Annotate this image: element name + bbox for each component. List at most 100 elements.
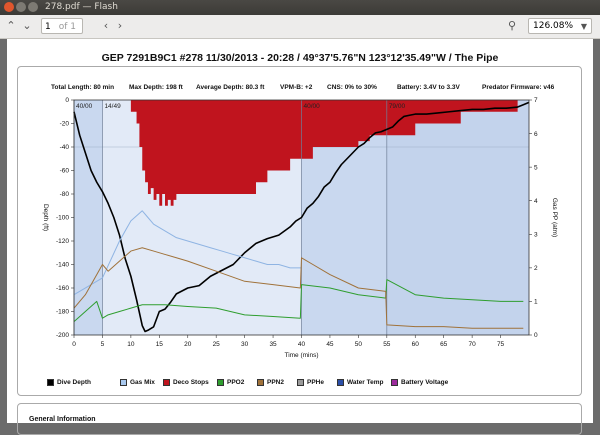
y2-tick-label: 2 <box>534 265 538 272</box>
page-down-icon[interactable]: ⌄ <box>22 19 32 32</box>
gas-switch-label: 79/00 <box>389 103 406 110</box>
gas-switch-label: 40/00 <box>76 103 93 110</box>
y2-tick-label: 5 <box>534 164 538 171</box>
chevron-down-icon: ▼ <box>580 22 587 31</box>
stat-avg-depth: Average Depth: 80.3 ft <box>196 84 265 91</box>
window-title: 278.pdf — Flash <box>45 2 118 12</box>
legend-label: Gas Mix <box>130 379 155 387</box>
legend-item-dive-depth[interactable]: Dive Depth <box>47 379 91 387</box>
gas-segment-bg <box>74 100 103 335</box>
y2-axis-label: Gas PP (atm) <box>551 198 558 237</box>
legend-swatch <box>120 379 127 386</box>
y2-tick-label: 0 <box>534 332 538 339</box>
gas-switch-label: 40/00 <box>304 103 321 110</box>
series-gas-mix <box>73 210 302 296</box>
y-tick-label: -180 <box>56 309 69 316</box>
x-tick-label: 20 <box>184 341 192 348</box>
window-titlebar: 278.pdf — Flash <box>0 0 600 15</box>
legend-swatch <box>47 379 54 386</box>
search-icon[interactable]: ⚲ <box>508 19 517 32</box>
maximize-window-button[interactable] <box>28 2 38 12</box>
viewer-toolbar: ⌃ ⌄ 1 of 1 ‹ › ⚲ 126.08% ▼ <box>0 15 600 39</box>
legend-swatch <box>257 379 264 386</box>
gas-segment-bg <box>386 100 529 335</box>
legend-label: PPO2 <box>227 379 245 387</box>
y-tick-label: -60 <box>60 168 70 175</box>
legend-item-battery-voltage[interactable]: Battery Voltage <box>391 379 448 387</box>
legend-label: Water Temp <box>347 379 384 387</box>
series-ppn2 <box>73 247 524 329</box>
dive-title: GEP 7291B9C1 #278 11/30/2013 - 20:28 / 4… <box>101 52 499 64</box>
general-info-panel <box>17 403 582 435</box>
x-axis-label: Time (mins) <box>284 352 318 359</box>
x-tick-label: 75 <box>497 341 505 348</box>
y2-tick-label: 7 <box>534 97 538 104</box>
legend-item-water-temp[interactable]: Water Temp <box>337 379 383 387</box>
x-tick-label: 15 <box>156 341 164 348</box>
stat-battery: Battery: 3.4V to 3.3V <box>397 84 460 91</box>
legend-label: Deco Stops <box>173 379 209 387</box>
stat-total-length: Total Length: 80 min <box>51 84 115 91</box>
general-info-heading: General Information <box>29 416 96 423</box>
legend-item-pphe[interactable]: PPHe <box>297 379 324 387</box>
x-tick-label: 35 <box>269 341 277 348</box>
legend-swatch <box>163 379 170 386</box>
y-tick-label: -200 <box>56 332 69 339</box>
zoom-select[interactable]: 126.08% ▼ <box>528 18 592 34</box>
legend-item-ppo2[interactable]: PPO2 <box>217 379 244 387</box>
page-number-field[interactable]: 1 of 1 <box>41 18 83 34</box>
back-icon[interactable]: ‹ <box>103 19 109 32</box>
legend-swatch <box>297 379 304 386</box>
page-up-icon[interactable]: ⌃ <box>6 19 16 32</box>
page-count: of 1 <box>58 22 76 32</box>
x-tick-label: 70 <box>469 341 477 348</box>
y-tick-label: -100 <box>56 215 69 222</box>
legend-swatch <box>391 379 398 386</box>
legend-label: Dive Depth <box>57 379 91 387</box>
forward-icon[interactable]: › <box>117 19 123 32</box>
x-tick-label: 0 <box>72 341 76 348</box>
minimize-window-button[interactable] <box>16 2 26 12</box>
page-current: 1 <box>45 22 51 32</box>
x-tick-label: 50 <box>355 341 363 348</box>
chart-panel <box>17 66 582 396</box>
x-tick-label: 25 <box>213 341 221 348</box>
zoom-value: 126.08% <box>533 21 574 31</box>
legend-swatch <box>217 379 224 386</box>
stat-firmware: Predator Firmware: v46 <box>482 84 555 91</box>
series-dive-depth <box>73 101 530 333</box>
stat-max-depth: Max Depth: 198 ft <box>129 84 183 91</box>
x-tick-label: 45 <box>326 341 334 348</box>
legend-item-deco-stops[interactable]: Deco Stops <box>163 379 209 387</box>
y-tick-label: -120 <box>56 238 69 245</box>
y-tick-label: -20 <box>60 121 70 128</box>
x-tick-label: 55 <box>383 341 391 348</box>
legend-item-gas-mix[interactable]: Gas Mix <box>120 379 155 387</box>
x-tick-label: 40 <box>298 341 306 348</box>
deco-stops-area <box>130 100 518 206</box>
x-tick-label: 60 <box>412 341 420 348</box>
y2-tick-label: 3 <box>534 231 538 238</box>
y-tick-label: -160 <box>56 285 69 292</box>
gas-switch-label: 14/49 <box>104 103 121 110</box>
y-tick-label: -80 <box>60 191 70 198</box>
stat-vpm: VPM-B: +2 <box>280 84 313 91</box>
legend-label: PPN2 <box>267 379 284 387</box>
x-tick-label: 10 <box>127 341 135 348</box>
y-tick-label: 0 <box>65 97 69 104</box>
y-tick-label: -40 <box>60 144 70 151</box>
chart-legend: Dive Depth Gas Mix Deco Stops PPO2 PPN2 PPHe W… <box>7 379 593 391</box>
y2-tick-label: 6 <box>534 131 538 138</box>
y2-tick-label: 4 <box>534 198 538 205</box>
x-tick-label: 65 <box>440 341 448 348</box>
y2-tick-label: 1 <box>534 299 538 306</box>
pdf-page: GEP 7291B9C1 #278 11/30/2013 - 20:28 / 4… <box>7 39 593 435</box>
legend-label: Battery Voltage <box>401 379 449 387</box>
legend-swatch <box>337 379 344 386</box>
legend-item-ppn2[interactable]: PPN2 <box>257 379 284 387</box>
legend-label: PPHe <box>307 379 324 387</box>
x-tick-label: 5 <box>101 341 105 348</box>
close-window-button[interactable] <box>4 2 14 12</box>
x-tick-label: 30 <box>241 341 249 348</box>
dive-profile-chart: 40/00 14/49 40/00 79/00 0 -20 -40 -60 -80 -100 -12… <box>42 97 558 359</box>
